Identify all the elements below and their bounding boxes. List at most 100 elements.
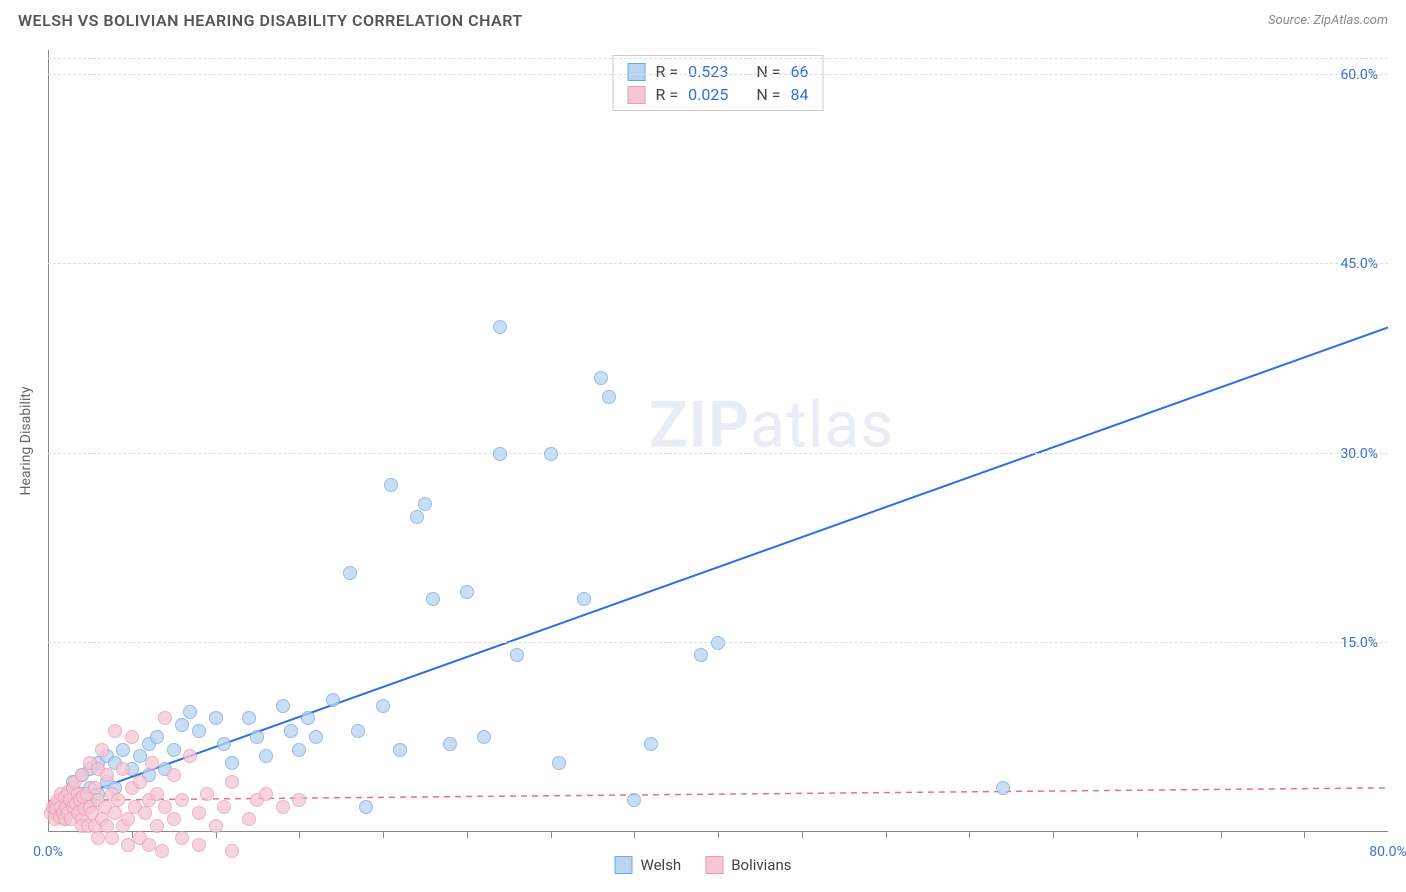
data-point-welsh — [167, 743, 181, 757]
data-point-welsh — [376, 699, 390, 713]
data-point-welsh — [242, 711, 256, 725]
data-point-bolivians — [183, 749, 197, 763]
data-point-welsh — [410, 510, 424, 524]
source-attribution: Source: ZipAtlas.com — [1268, 13, 1388, 28]
data-point-bolivians — [225, 775, 239, 789]
data-point-welsh — [259, 749, 273, 763]
plot-region: ZIPatlas R = 0.523 N = 66 R = 0.025 N = … — [48, 50, 1388, 832]
x-tick-mark — [802, 832, 803, 838]
data-point-bolivians — [175, 793, 189, 807]
data-point-welsh — [217, 737, 231, 751]
data-point-welsh — [602, 390, 616, 404]
data-point-bolivians — [158, 800, 172, 814]
data-point-welsh — [359, 800, 373, 814]
data-point-welsh — [150, 730, 164, 744]
data-point-welsh — [309, 730, 323, 744]
data-point-bolivians — [116, 762, 130, 776]
data-point-bolivians — [259, 787, 273, 801]
data-point-welsh — [384, 478, 398, 492]
legend-label-welsh: Welsh — [641, 856, 682, 874]
swatch-bolivians — [628, 86, 646, 104]
data-point-bolivians — [111, 793, 125, 807]
y-tick-label: 30.0% — [1340, 446, 1378, 462]
y-tick-label: 45.0% — [1340, 256, 1378, 272]
trend-line-bolivians — [48, 788, 1388, 801]
data-point-welsh — [627, 793, 641, 807]
data-point-bolivians — [175, 831, 189, 845]
data-point-bolivians — [91, 831, 105, 845]
data-point-welsh — [301, 711, 315, 725]
x-tick-mark — [1053, 832, 1054, 838]
data-point-welsh — [250, 730, 264, 744]
data-point-bolivians — [95, 743, 109, 757]
data-point-bolivians — [150, 787, 164, 801]
data-point-bolivians — [155, 844, 169, 858]
data-point-welsh — [477, 730, 491, 744]
legend-correlation: R = 0.523 N = 66 R = 0.025 N = 84 — [613, 55, 824, 111]
data-point-bolivians — [209, 819, 223, 833]
x-tick-mark — [1137, 832, 1138, 838]
chart-title: WELSH VS BOLIVIAN HEARING DISABILITY COR… — [18, 11, 523, 30]
data-point-welsh — [292, 743, 306, 757]
legend-label-bolivians: Bolivians — [731, 856, 791, 874]
watermark: ZIPatlas — [649, 388, 894, 463]
data-point-welsh — [175, 718, 189, 732]
n-value-welsh: 66 — [790, 62, 808, 81]
data-point-bolivians — [200, 787, 214, 801]
data-point-welsh — [418, 497, 432, 511]
data-point-bolivians — [192, 806, 206, 820]
data-point-welsh — [209, 711, 223, 725]
chart-header: WELSH VS BOLIVIAN HEARING DISABILITY COR… — [0, 0, 1406, 40]
x-tick-mark — [551, 832, 552, 838]
data-point-bolivians — [167, 768, 181, 782]
x-tick-label-max: 80.0% — [1369, 844, 1406, 860]
data-point-welsh — [284, 724, 298, 738]
legend-series: Welsh Bolivians — [615, 856, 792, 874]
swatch-welsh-icon — [615, 856, 633, 874]
data-point-bolivians — [167, 812, 181, 826]
watermark-zip: ZIP — [649, 388, 750, 463]
swatch-bolivians-icon — [705, 856, 723, 874]
data-point-bolivians — [158, 711, 172, 725]
data-point-bolivians — [142, 838, 156, 852]
legend-row-welsh: R = 0.523 N = 66 — [624, 60, 813, 83]
data-point-bolivians — [276, 800, 290, 814]
data-point-welsh — [544, 447, 558, 461]
data-point-bolivians — [75, 768, 89, 782]
data-point-bolivians — [242, 812, 256, 826]
data-point-bolivians — [121, 812, 135, 826]
data-point-welsh — [225, 756, 239, 770]
data-point-welsh — [460, 585, 474, 599]
watermark-atlas: atlas — [750, 388, 894, 463]
data-point-bolivians — [100, 768, 114, 782]
data-point-bolivians — [125, 730, 139, 744]
y-tick-label: 15.0% — [1340, 635, 1378, 651]
data-point-bolivians — [192, 838, 206, 852]
data-point-bolivians — [108, 724, 122, 738]
data-point-bolivians — [108, 806, 122, 820]
data-point-welsh — [644, 737, 658, 751]
y-axis-line — [48, 50, 49, 832]
gridline — [48, 453, 1388, 454]
n-label: N = — [756, 85, 780, 104]
y-axis-title: Hearing Disability — [18, 387, 34, 496]
data-point-bolivians — [138, 806, 152, 820]
data-point-bolivians — [225, 844, 239, 858]
data-point-welsh — [577, 592, 591, 606]
r-value-bolivians: 0.025 — [688, 85, 728, 104]
data-point-bolivians — [217, 800, 231, 814]
legend-item-bolivians: Bolivians — [705, 856, 791, 874]
data-point-welsh — [183, 705, 197, 719]
data-point-welsh — [192, 724, 206, 738]
data-point-welsh — [351, 724, 365, 738]
data-point-welsh — [711, 636, 725, 650]
n-label: N = — [756, 62, 780, 81]
x-tick-mark — [299, 832, 300, 838]
n-value-bolivians: 84 — [790, 85, 808, 104]
gridline — [48, 58, 1388, 59]
chart-area: Hearing Disability ZIPatlas R = 0.523 N … — [48, 50, 1388, 832]
data-point-welsh — [116, 743, 130, 757]
swatch-welsh — [628, 63, 646, 81]
x-tick-mark — [969, 832, 970, 838]
x-tick-mark — [634, 832, 635, 838]
